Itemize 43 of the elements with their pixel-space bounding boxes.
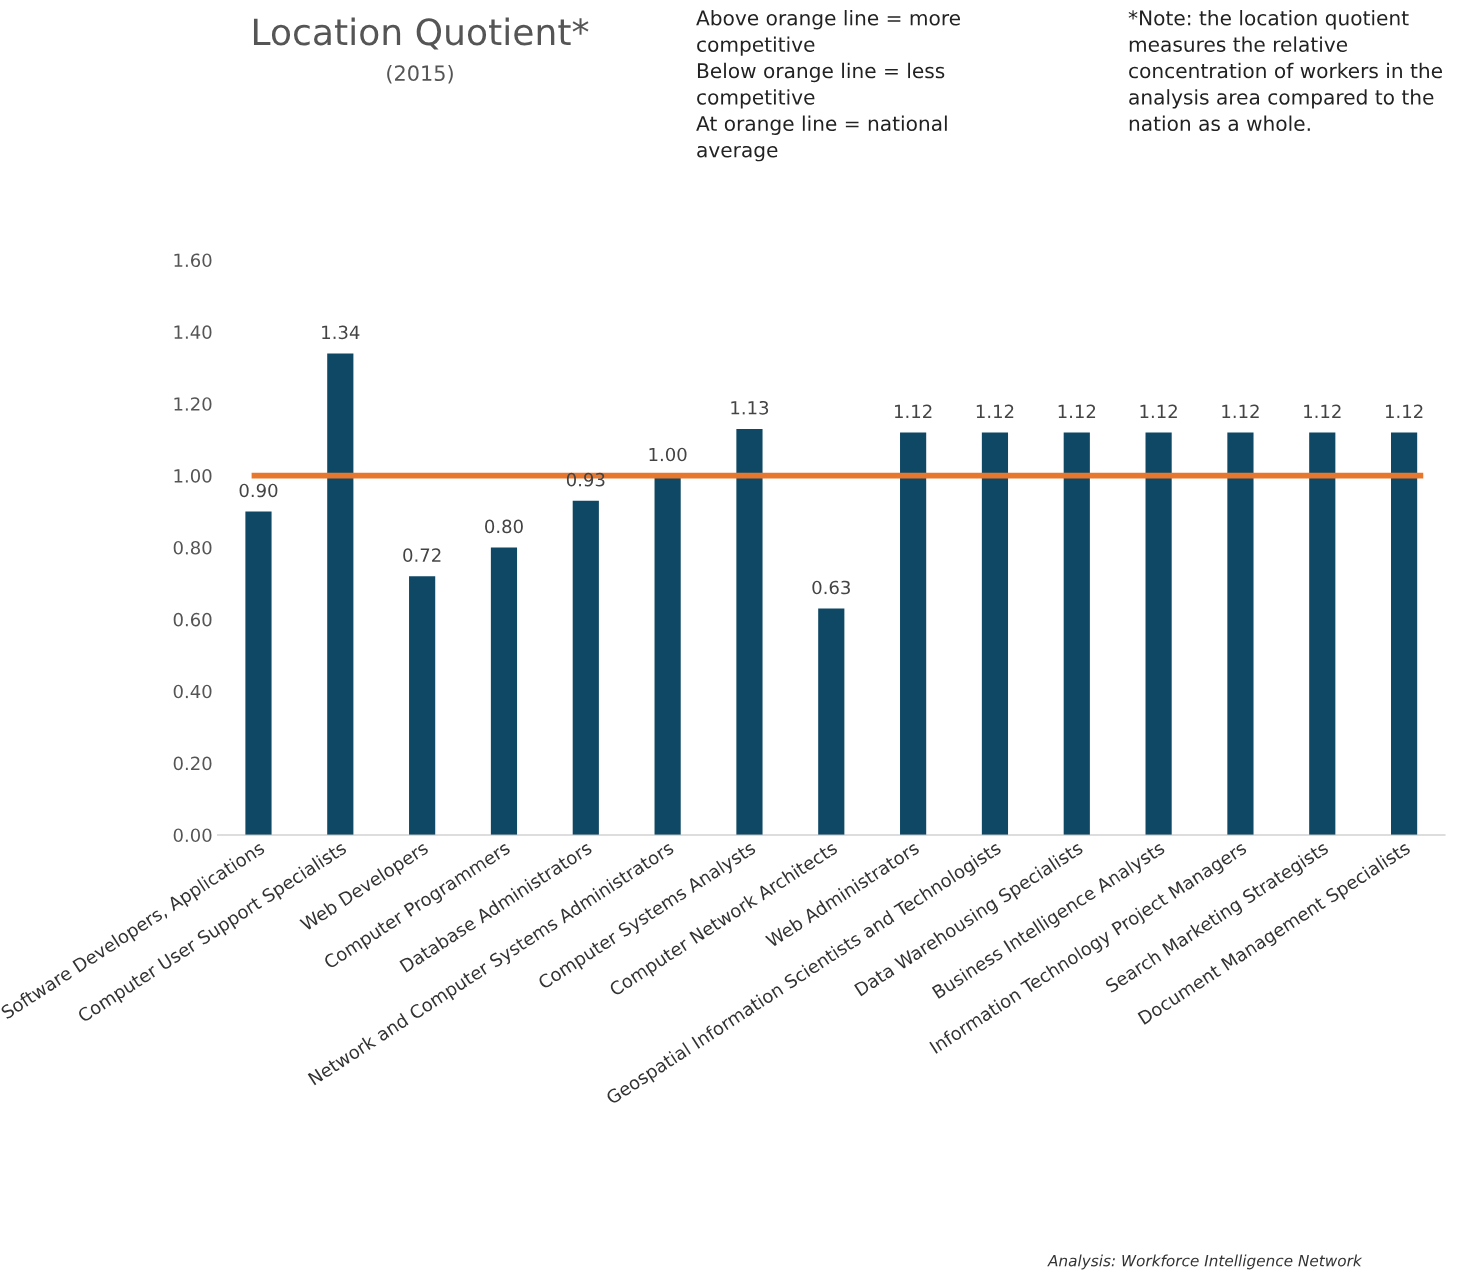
data-label: 1.12 — [976, 404, 1014, 418]
bar — [409, 576, 436, 835]
text: Above orange line = more competitive Below orange line = less competitive At orange line = national average — [696, 10, 960, 162]
bar — [1391, 432, 1418, 835]
data-label: 1.34 — [322, 325, 360, 340]
chart-title: Location Quotient* — [253, 17, 589, 50]
data-label: 1.12 — [1140, 404, 1177, 418]
data-label: 1.12 — [895, 404, 932, 418]
bar — [1227, 432, 1254, 835]
y-tick-label: 1.00 — [174, 469, 212, 483]
data-label: 1.12 — [1385, 404, 1423, 418]
bar — [1145, 432, 1172, 835]
data-label: 0.72 — [403, 548, 441, 562]
bar — [818, 608, 845, 835]
bar — [327, 353, 354, 835]
y-tick-label: 1.60 — [174, 253, 212, 268]
y-tick-label: 0.60 — [173, 612, 212, 627]
data-label: 1.12 — [1222, 404, 1259, 418]
bar — [1063, 432, 1090, 835]
bar — [1309, 432, 1336, 835]
chart-subtitle: (2015) — [387, 64, 453, 84]
data-label: 0.63 — [812, 580, 850, 595]
data-label: 1.12 — [1304, 404, 1341, 418]
data-label: 0.80 — [485, 519, 523, 534]
bar — [736, 428, 763, 835]
bar — [654, 475, 681, 835]
y-tick-label: 1.40 — [174, 325, 212, 339]
y-tick-label: 1.20 — [174, 397, 212, 411]
data-label: 1.00 — [649, 447, 687, 462]
text: *Note: the location quotient measures the relative concentration of workers in the analysis area compared to the nation as a whole. — [1128, 10, 1442, 132]
data-label: 1.13 — [731, 400, 769, 415]
y-tick-label: 0.00 — [173, 828, 212, 843]
data-label: 0.90 — [239, 483, 278, 498]
y-tick-label: 0.20 — [173, 756, 212, 771]
bar — [490, 547, 518, 835]
bar — [572, 500, 599, 835]
bar — [900, 432, 927, 835]
y-tick-label: 0.40 — [173, 684, 212, 699]
y-tick-label: 0.80 — [173, 540, 212, 555]
bar — [981, 432, 1009, 835]
data-label: 1.12 — [1058, 404, 1096, 418]
text: Analysis: Workforce Intelligence Network — [1047, 1254, 1363, 1270]
bar — [245, 511, 272, 835]
